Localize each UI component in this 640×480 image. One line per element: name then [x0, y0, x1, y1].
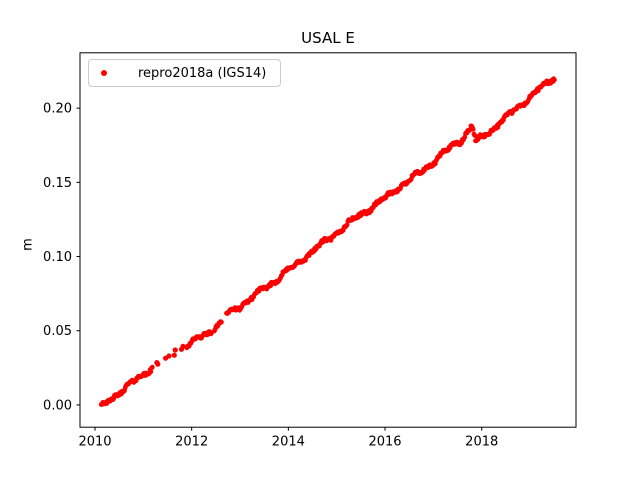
- legend-label: repro2018a (IGS14): [138, 65, 267, 81]
- y-tick-label: 0.10: [43, 250, 72, 265]
- data-point: [172, 347, 178, 353]
- chart-title: USAL E: [301, 29, 355, 47]
- data-point: [155, 361, 161, 367]
- data-point: [149, 364, 155, 370]
- x-tick-label: 2018: [465, 435, 498, 450]
- y-tick-label: 0.00: [43, 398, 72, 413]
- data-point: [219, 319, 224, 325]
- x-tick-label: 2016: [368, 435, 401, 450]
- x-tick-label: 2014: [272, 435, 305, 450]
- x-tick-label: 2012: [175, 435, 208, 450]
- legend-marker-dot: [101, 70, 107, 76]
- data-point: [470, 126, 476, 132]
- scatter-series: [98, 76, 557, 407]
- legend: repro2018a (IGS14): [88, 59, 282, 87]
- data-point: [171, 352, 177, 358]
- data-point: [166, 353, 172, 359]
- data-point: [472, 133, 478, 138]
- y-tick-label: 0.05: [43, 324, 72, 339]
- data-point: [180, 343, 186, 349]
- data-point: [552, 77, 557, 83]
- x-tick-label: 2010: [78, 435, 111, 450]
- y-tick-label: 0.20: [43, 102, 72, 117]
- y-tick-label: 0.15: [43, 176, 72, 191]
- axes-border: [79, 52, 577, 428]
- data-point: [148, 369, 154, 375]
